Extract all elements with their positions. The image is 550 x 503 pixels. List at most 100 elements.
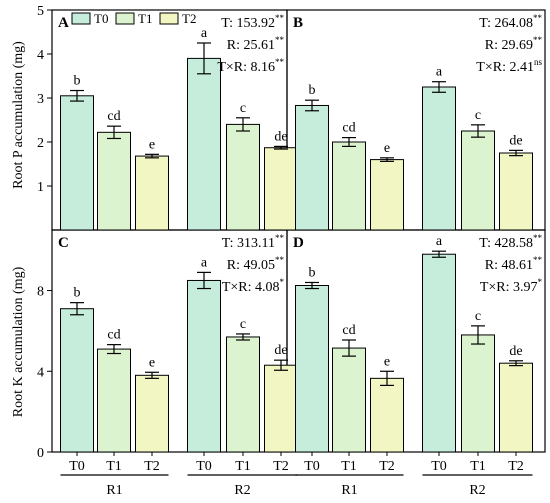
significance-letter: c <box>475 108 481 123</box>
group-label: R2 <box>469 483 485 498</box>
anova-stat: T×R: 2.41ns <box>476 57 542 75</box>
anova-stat: R: 49.05** <box>227 255 285 273</box>
panel-frames <box>47 9 546 476</box>
anova-stat: T×R: 4.08* <box>222 277 285 295</box>
anova-stat: T×R: 8.16** <box>217 57 284 75</box>
x-tick-label: T1 <box>235 459 251 474</box>
x-tick-label: T1 <box>106 459 122 474</box>
significance-letter: de <box>509 344 522 359</box>
y-axis-label-bottom: Root K accumulation (mg) <box>11 266 26 417</box>
bar-R2-T1 <box>226 123 260 231</box>
bar-R2-T0 <box>422 253 456 453</box>
x-tick-label: T0 <box>431 459 447 474</box>
significance-letter: e <box>149 355 155 370</box>
y-tick-label: 4 <box>37 365 44 380</box>
bar-R2-T1 <box>461 334 495 453</box>
anova-stat: T: 313.11** <box>222 233 285 251</box>
y-axis-label-top: Root P accumulation (mg) <box>11 41 26 189</box>
panel-letter: A <box>58 15 69 31</box>
legend-label: T0 <box>94 11 108 26</box>
significance-letter: e <box>149 137 155 152</box>
anova-stat: R: 25.61** <box>227 35 285 53</box>
x-tick-label: T2 <box>379 459 395 474</box>
bar-R2-T2 <box>499 362 533 453</box>
x-tick-label: T2 <box>508 459 524 474</box>
bar-R1-T1 <box>332 141 366 231</box>
bar-R1-T2 <box>135 374 169 453</box>
group-label: R1 <box>106 483 122 498</box>
anova-stat: R: 48.61** <box>485 255 543 273</box>
panel-letter: B <box>293 15 303 31</box>
significance-letter: b <box>74 74 81 89</box>
x-tick-label: T1 <box>341 459 357 474</box>
anova-stat: T: 153.92** <box>221 13 284 31</box>
bar-R1-T0 <box>60 95 94 231</box>
bar-R2-T0 <box>187 57 221 231</box>
significance-letter: de <box>274 129 287 144</box>
x-tick-label: T2 <box>273 459 289 474</box>
significance-letter: cd <box>107 109 120 124</box>
x-tick-label: T0 <box>196 459 212 474</box>
panel-frame-D <box>286 229 546 453</box>
bar-R2-T2 <box>264 147 298 231</box>
significance-letter: a <box>201 255 208 270</box>
bar-R2-T2 <box>499 152 533 231</box>
x-tick-label: T0 <box>69 459 85 474</box>
significance-letter: a <box>201 26 208 41</box>
bar-R2-T0 <box>422 86 456 231</box>
significance-letter: a <box>436 234 443 249</box>
bar-R1-T0 <box>295 104 329 231</box>
significance-letter: cd <box>342 121 355 136</box>
y-tick-label: 5 <box>37 4 44 19</box>
y-tick-label: 4 <box>37 48 44 63</box>
bar-R2-T1 <box>461 130 495 231</box>
legend-label: T2 <box>182 11 196 26</box>
bar-R1-T0 <box>60 308 94 453</box>
significance-letter: cd <box>342 323 355 338</box>
significance-letter: de <box>509 133 522 148</box>
significance-letter: b <box>74 286 81 301</box>
y-tick-label: 0 <box>37 446 44 461</box>
x-tick-label: T2 <box>144 459 160 474</box>
significance-letter: b <box>309 83 316 98</box>
y-tick-label: 2 <box>37 136 44 151</box>
legend-swatch-T2 <box>159 12 179 25</box>
significance-letter: cd <box>107 328 120 343</box>
anova-stat: T: 264.08** <box>479 13 542 31</box>
bar-marks <box>60 42 533 453</box>
anova-stat: R: 29.69** <box>485 35 543 53</box>
significance-letter: c <box>240 317 246 332</box>
significance-letter: c <box>475 309 481 324</box>
bar-R1-T1 <box>97 348 131 453</box>
x-tick-label: T1 <box>470 459 486 474</box>
x-tick-label: T0 <box>304 459 320 474</box>
significance-letter: b <box>309 265 316 280</box>
anova-stat: T×R: 3.97* <box>480 277 543 295</box>
significance-letter: a <box>436 65 443 80</box>
significance-letter: de <box>274 343 287 358</box>
significance-letter: e <box>384 354 390 369</box>
bar-R2-T1 <box>226 336 260 453</box>
bar-R2-T2 <box>264 364 298 453</box>
significance-letter: e <box>384 141 390 156</box>
y-tick-label: 1 <box>37 180 44 195</box>
bar-R1-T1 <box>332 347 366 453</box>
panel-letter: C <box>58 235 69 251</box>
bar-R1-T2 <box>135 155 169 231</box>
bar-R1-T2 <box>370 377 404 453</box>
group-label: R2 <box>234 483 250 498</box>
bar-R1-T1 <box>97 131 131 231</box>
bar-R1-T2 <box>370 159 404 231</box>
legend: T0 T1 T2 <box>71 11 196 26</box>
bar-R1-T0 <box>295 285 329 453</box>
group-label: R1 <box>341 483 357 498</box>
legend-swatch-T0 <box>71 12 91 25</box>
significance-letter: c <box>240 101 246 116</box>
legend-label: T1 <box>138 11 152 26</box>
bar-R2-T0 <box>187 279 221 453</box>
panel-letter: D <box>293 235 304 251</box>
y-tick-label: 8 <box>37 285 44 300</box>
y-tick-label: 3 <box>37 92 44 107</box>
anova-stat: T: 428.58** <box>479 233 542 251</box>
